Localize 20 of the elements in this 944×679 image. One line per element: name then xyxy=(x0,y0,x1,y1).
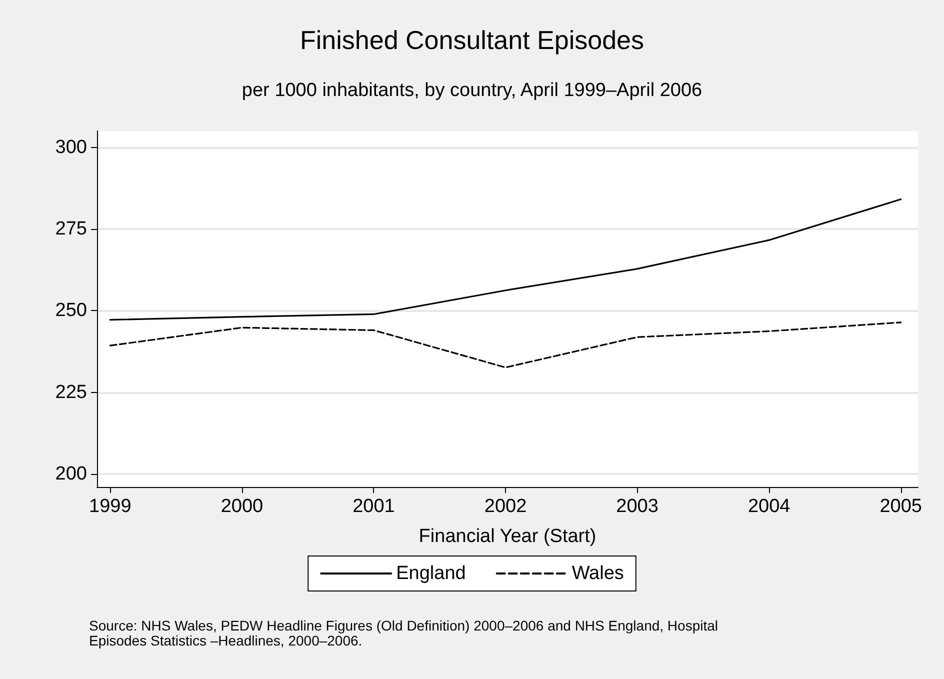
x-axis-title: Financial Year (Start) xyxy=(418,526,596,547)
chart-subtitle: per 1000 inhabitants, by country, April 1999–April 2006 xyxy=(242,80,702,101)
y-tick-label: 225 xyxy=(55,382,87,403)
x-tick-label: 2001 xyxy=(352,496,395,517)
source-note: Source: NHS Wales, PEDW Headline Figures (Old Definition) 2000–2006 and NHS England, Hospital Episodes Statistics –Headlines, 2000–2006. xyxy=(89,618,722,648)
y-tick-label: 300 xyxy=(55,136,87,158)
x-tick-label: 2004 xyxy=(748,496,791,517)
y-tick-label: 275 xyxy=(55,218,87,240)
y-tick-label: 200 xyxy=(55,463,87,484)
chart-title: Finished Consultant Episodes xyxy=(300,25,644,55)
line-series xyxy=(109,198,902,321)
legend-label: Wales xyxy=(572,563,624,584)
x-tick-label: 2000 xyxy=(220,496,264,517)
x-tick-label: 2002 xyxy=(484,496,527,517)
legend-label: England xyxy=(396,563,466,584)
x-tick-label: 2003 xyxy=(616,496,658,517)
line-series xyxy=(109,322,902,368)
x-tick-label: 1999 xyxy=(89,496,132,517)
x-tick-label: 2005 xyxy=(880,496,922,517)
y-tick-label: 250 xyxy=(55,300,87,322)
